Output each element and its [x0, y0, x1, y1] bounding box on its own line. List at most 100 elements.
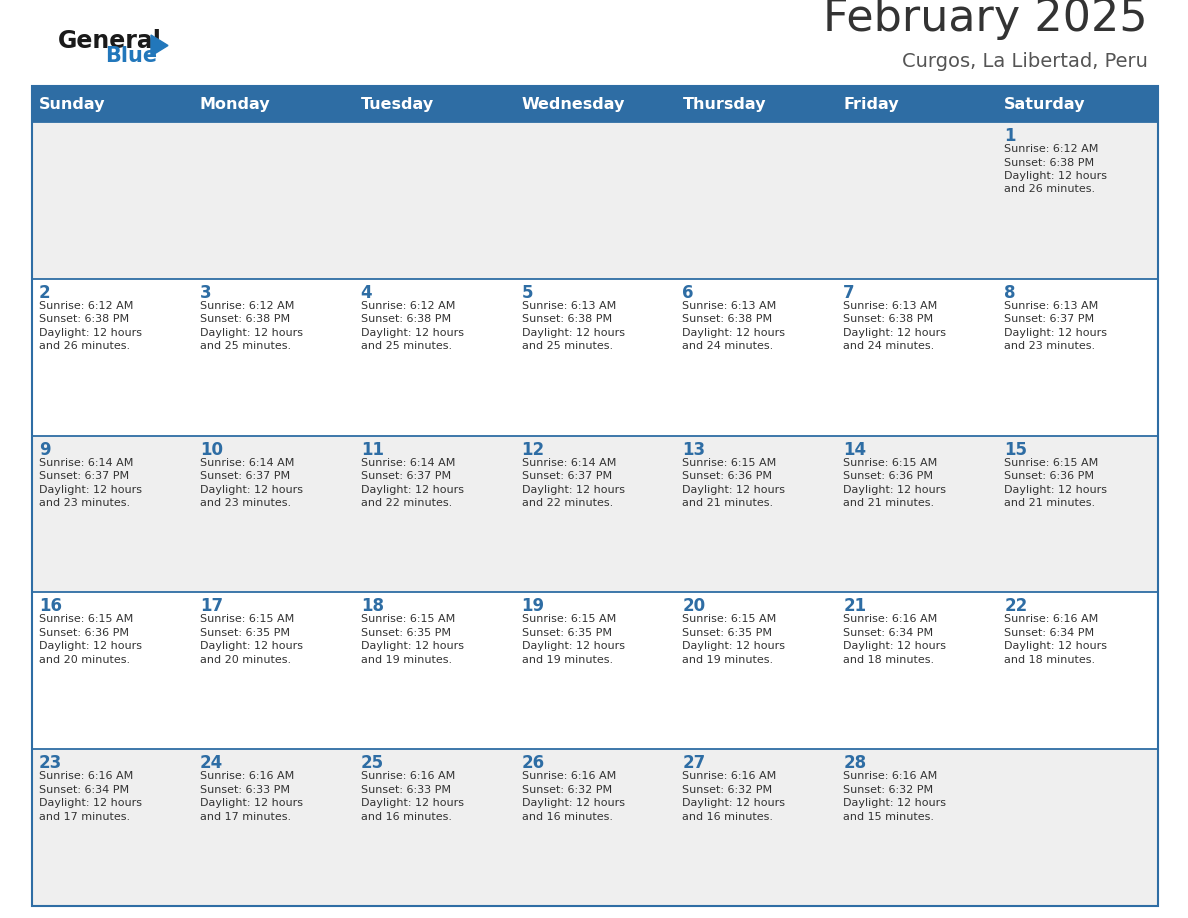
Text: February 2025: February 2025	[823, 0, 1148, 40]
Text: Sunset: 6:38 PM: Sunset: 6:38 PM	[522, 314, 612, 324]
Text: Sunrise: 6:15 AM: Sunrise: 6:15 AM	[522, 614, 615, 624]
Text: Daylight: 12 hours: Daylight: 12 hours	[361, 485, 463, 495]
Text: Sunrise: 6:16 AM: Sunrise: 6:16 AM	[843, 771, 937, 781]
Text: 27: 27	[682, 755, 706, 772]
Text: and 15 minutes.: and 15 minutes.	[843, 812, 934, 822]
Text: 17: 17	[200, 598, 223, 615]
Text: Sunset: 6:37 PM: Sunset: 6:37 PM	[361, 471, 450, 481]
Text: and 25 minutes.: and 25 minutes.	[361, 341, 451, 352]
Text: 8: 8	[1004, 284, 1016, 302]
Text: Daylight: 12 hours: Daylight: 12 hours	[843, 798, 947, 808]
Text: Daylight: 12 hours: Daylight: 12 hours	[682, 485, 785, 495]
Text: Daylight: 12 hours: Daylight: 12 hours	[843, 328, 947, 338]
Text: Daylight: 12 hours: Daylight: 12 hours	[682, 798, 785, 808]
Text: Monday: Monday	[200, 96, 271, 111]
Text: Sunrise: 6:16 AM: Sunrise: 6:16 AM	[1004, 614, 1099, 624]
Text: and 16 minutes.: and 16 minutes.	[522, 812, 613, 822]
Bar	[32, 86, 192, 122]
Text: Sunrise: 6:16 AM: Sunrise: 6:16 AM	[522, 771, 615, 781]
Bar	[997, 86, 1158, 122]
Text: 7: 7	[843, 284, 855, 302]
Text: Wednesday: Wednesday	[522, 96, 625, 111]
Text: Sunset: 6:35 PM: Sunset: 6:35 PM	[200, 628, 290, 638]
Text: and 22 minutes.: and 22 minutes.	[361, 498, 451, 508]
Text: 6: 6	[682, 284, 694, 302]
Text: 13: 13	[682, 441, 706, 459]
Text: Sunrise: 6:12 AM: Sunrise: 6:12 AM	[200, 301, 295, 311]
Text: and 25 minutes.: and 25 minutes.	[200, 341, 291, 352]
Text: Daylight: 12 hours: Daylight: 12 hours	[200, 642, 303, 652]
Text: Sunrise: 6:15 AM: Sunrise: 6:15 AM	[682, 457, 777, 467]
Text: and 23 minutes.: and 23 minutes.	[1004, 341, 1095, 352]
Text: Sunrise: 6:13 AM: Sunrise: 6:13 AM	[682, 301, 777, 311]
Text: Sunrise: 6:12 AM: Sunrise: 6:12 AM	[361, 301, 455, 311]
Text: and 26 minutes.: and 26 minutes.	[1004, 185, 1095, 195]
Bar	[836, 86, 997, 122]
Text: and 23 minutes.: and 23 minutes.	[200, 498, 291, 508]
Text: Daylight: 12 hours: Daylight: 12 hours	[522, 328, 625, 338]
Text: and 22 minutes.: and 22 minutes.	[522, 498, 613, 508]
Text: Daylight: 12 hours: Daylight: 12 hours	[522, 798, 625, 808]
Text: Daylight: 12 hours: Daylight: 12 hours	[1004, 328, 1107, 338]
Text: and 24 minutes.: and 24 minutes.	[682, 341, 773, 352]
Text: 19: 19	[522, 598, 544, 615]
Text: 22: 22	[1004, 598, 1028, 615]
Bar	[32, 749, 1158, 906]
Text: Sunrise: 6:15 AM: Sunrise: 6:15 AM	[39, 614, 133, 624]
Text: Daylight: 12 hours: Daylight: 12 hours	[39, 485, 143, 495]
Text: 18: 18	[361, 598, 384, 615]
Text: 11: 11	[361, 441, 384, 459]
Text: Sunset: 6:38 PM: Sunset: 6:38 PM	[361, 314, 450, 324]
Text: Daylight: 12 hours: Daylight: 12 hours	[39, 328, 143, 338]
Text: Sunset: 6:36 PM: Sunset: 6:36 PM	[682, 471, 772, 481]
Text: Sunset: 6:32 PM: Sunset: 6:32 PM	[843, 785, 934, 795]
Text: Sunset: 6:33 PM: Sunset: 6:33 PM	[200, 785, 290, 795]
Text: Daylight: 12 hours: Daylight: 12 hours	[200, 798, 303, 808]
Text: and 21 minutes.: and 21 minutes.	[1004, 498, 1095, 508]
Text: Daylight: 12 hours: Daylight: 12 hours	[200, 485, 303, 495]
Text: 3: 3	[200, 284, 211, 302]
Text: Sunrise: 6:13 AM: Sunrise: 6:13 AM	[1004, 301, 1099, 311]
Text: 15: 15	[1004, 441, 1028, 459]
Text: Sunrise: 6:15 AM: Sunrise: 6:15 AM	[200, 614, 295, 624]
Text: Sunset: 6:36 PM: Sunset: 6:36 PM	[1004, 471, 1094, 481]
Text: General: General	[58, 29, 162, 53]
Text: Sunset: 6:38 PM: Sunset: 6:38 PM	[1004, 158, 1094, 167]
Text: Sunset: 6:35 PM: Sunset: 6:35 PM	[522, 628, 612, 638]
Text: Sunrise: 6:15 AM: Sunrise: 6:15 AM	[361, 614, 455, 624]
Text: Daylight: 12 hours: Daylight: 12 hours	[682, 642, 785, 652]
Bar	[514, 86, 676, 122]
Text: and 19 minutes.: and 19 minutes.	[361, 655, 451, 665]
Text: 5: 5	[522, 284, 533, 302]
Text: 2: 2	[39, 284, 51, 302]
Text: 21: 21	[843, 598, 866, 615]
Text: and 19 minutes.: and 19 minutes.	[682, 655, 773, 665]
Text: Sunset: 6:38 PM: Sunset: 6:38 PM	[682, 314, 772, 324]
Text: Friday: Friday	[843, 96, 899, 111]
Text: Daylight: 12 hours: Daylight: 12 hours	[1004, 171, 1107, 181]
Text: and 19 minutes.: and 19 minutes.	[522, 655, 613, 665]
Text: and 23 minutes.: and 23 minutes.	[39, 498, 131, 508]
Text: Sunset: 6:36 PM: Sunset: 6:36 PM	[39, 628, 129, 638]
Text: Sunset: 6:38 PM: Sunset: 6:38 PM	[200, 314, 290, 324]
Bar	[32, 122, 1158, 279]
Text: 10: 10	[200, 441, 223, 459]
Text: and 25 minutes.: and 25 minutes.	[522, 341, 613, 352]
Text: 24: 24	[200, 755, 223, 772]
Text: Sunrise: 6:15 AM: Sunrise: 6:15 AM	[1004, 457, 1099, 467]
Text: 16: 16	[39, 598, 62, 615]
Text: Sunset: 6:35 PM: Sunset: 6:35 PM	[682, 628, 772, 638]
Text: and 16 minutes.: and 16 minutes.	[361, 812, 451, 822]
Bar	[32, 592, 1158, 749]
Bar	[354, 86, 514, 122]
Text: Sunrise: 6:15 AM: Sunrise: 6:15 AM	[682, 614, 777, 624]
Text: 1: 1	[1004, 127, 1016, 145]
Text: Sunrise: 6:14 AM: Sunrise: 6:14 AM	[39, 457, 133, 467]
Text: Sunrise: 6:16 AM: Sunrise: 6:16 AM	[39, 771, 133, 781]
Text: Daylight: 12 hours: Daylight: 12 hours	[843, 485, 947, 495]
Text: 14: 14	[843, 441, 866, 459]
Text: Daylight: 12 hours: Daylight: 12 hours	[1004, 485, 1107, 495]
Text: and 16 minutes.: and 16 minutes.	[682, 812, 773, 822]
Text: Daylight: 12 hours: Daylight: 12 hours	[200, 328, 303, 338]
Text: Daylight: 12 hours: Daylight: 12 hours	[39, 798, 143, 808]
